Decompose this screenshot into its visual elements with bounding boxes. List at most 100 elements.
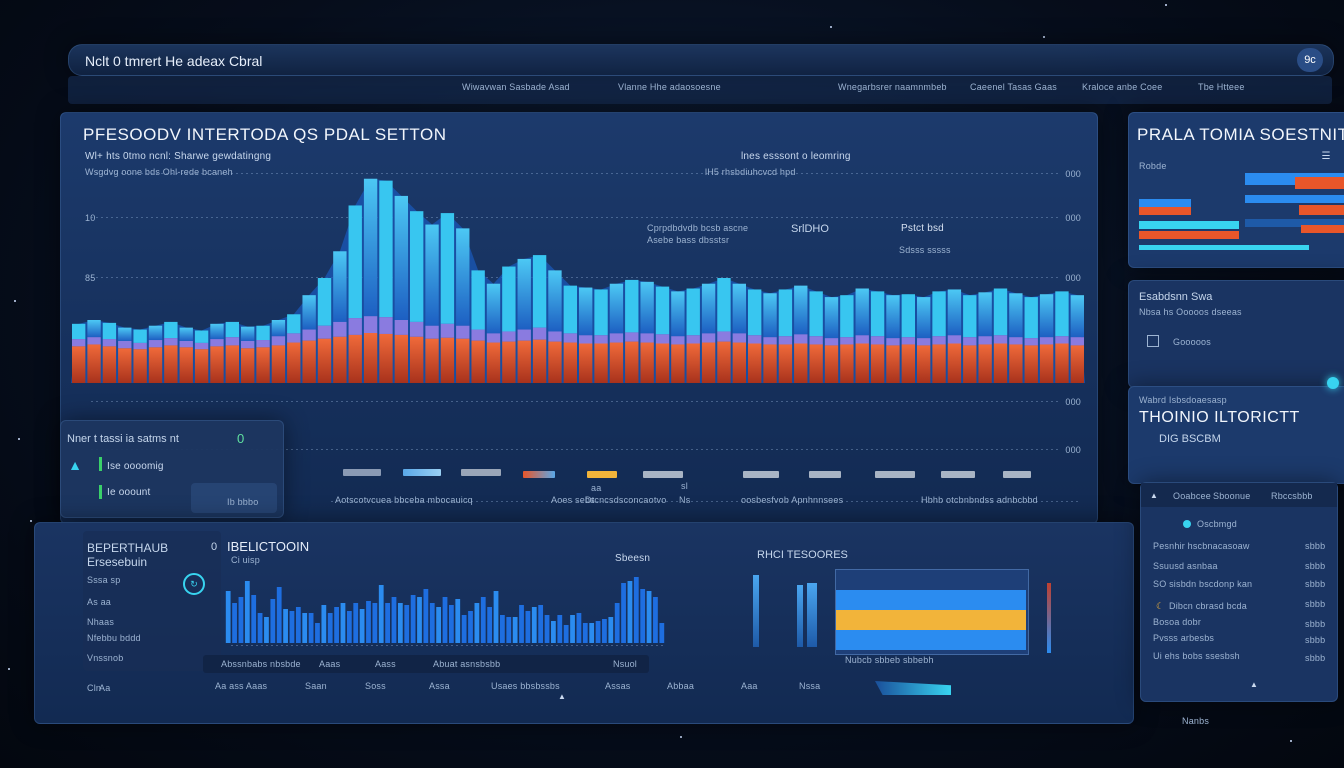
bar-blue[interactable] <box>671 291 685 337</box>
bar-blue[interactable] <box>579 287 593 336</box>
bar[interactable] <box>397 603 403 643</box>
bar[interactable] <box>614 603 620 643</box>
nav-item[interactable]: Kraloce anbe Coee <box>1082 82 1163 92</box>
bar-purple[interactable] <box>1009 337 1023 345</box>
bar-purple[interactable] <box>548 331 562 342</box>
bar-purple[interactable] <box>440 323 455 338</box>
legend-chip[interactable] <box>875 471 915 478</box>
bar-purple[interactable] <box>379 317 393 334</box>
caret-up-icon[interactable]: ▲ <box>1150 490 1158 500</box>
bar-purple[interactable] <box>794 334 808 344</box>
bar-purple[interactable] <box>640 333 654 343</box>
bar[interactable] <box>506 617 512 643</box>
bar[interactable] <box>270 599 276 643</box>
bar-blue[interactable] <box>625 279 639 333</box>
bar-orange[interactable] <box>348 334 362 383</box>
bar-blue[interactable] <box>1070 295 1084 338</box>
bar-blue[interactable] <box>794 285 808 335</box>
bar-orange[interactable] <box>901 344 915 383</box>
bar-orange[interactable] <box>194 349 209 383</box>
bar[interactable] <box>493 591 499 643</box>
bar[interactable] <box>602 619 607 643</box>
bar-blue[interactable] <box>855 288 869 336</box>
bar[interactable] <box>295 607 301 643</box>
bar-orange[interactable] <box>363 333 378 383</box>
bar-blue[interactable] <box>333 251 347 322</box>
bar[interactable] <box>595 621 601 643</box>
bar-orange[interactable] <box>225 345 239 383</box>
list-item[interactable]: SO sisbdn bscdonp kan <box>1153 579 1253 589</box>
bar[interactable] <box>283 609 288 643</box>
bar-orange[interactable] <box>701 342 716 383</box>
bar-orange[interactable] <box>963 345 977 383</box>
bar[interactable] <box>461 615 467 643</box>
bar-purple[interactable] <box>963 337 977 346</box>
bar-blue[interactable] <box>194 330 209 343</box>
bar-purple[interactable] <box>333 321 347 337</box>
bar-blue[interactable] <box>655 286 670 335</box>
bar-purple[interactable] <box>901 337 915 345</box>
bar-orange[interactable] <box>763 344 777 383</box>
bar-orange[interactable] <box>1055 343 1069 384</box>
bar[interactable] <box>308 613 314 643</box>
bar[interactable] <box>544 615 550 643</box>
bar-purple[interactable] <box>824 338 839 346</box>
bar[interactable] <box>608 617 614 643</box>
nav-item[interactable]: Vlanne Hhe adaosoesne <box>618 82 721 92</box>
bar-orange[interactable] <box>1024 345 1038 383</box>
bar-blue[interactable] <box>609 283 624 334</box>
bar-purple[interactable] <box>579 335 593 344</box>
bar-orange[interactable] <box>241 348 255 383</box>
bar[interactable] <box>519 605 524 643</box>
bar-orange[interactable] <box>640 342 654 383</box>
bar-purple[interactable] <box>456 325 470 339</box>
bar-purple[interactable] <box>425 325 439 339</box>
bar-blue[interactable] <box>809 291 823 337</box>
bar-purple[interactable] <box>256 340 270 348</box>
bar[interactable] <box>429 603 435 643</box>
bar-purple[interactable] <box>886 338 900 346</box>
bar-blue[interactable] <box>778 289 793 337</box>
bar-orange[interactable] <box>486 342 501 383</box>
bar-blue[interactable] <box>748 289 762 336</box>
bar-purple[interactable] <box>471 329 485 341</box>
bar-purple[interactable] <box>502 331 516 342</box>
bar-orange[interactable] <box>271 345 286 383</box>
bar-blue[interactable] <box>548 270 562 332</box>
bar[interactable] <box>423 589 429 643</box>
bar-orange[interactable] <box>840 344 854 383</box>
bar-purple[interactable] <box>1055 336 1069 344</box>
bar-blue[interactable] <box>517 258 531 330</box>
bar-blue[interactable] <box>118 327 132 341</box>
bar[interactable] <box>659 623 665 643</box>
bar-purple[interactable] <box>594 335 608 344</box>
bar-orange[interactable] <box>502 341 516 383</box>
bar[interactable] <box>538 605 544 643</box>
bar-purple[interactable] <box>102 339 117 347</box>
bar-blue[interactable] <box>978 292 992 337</box>
bar-orange[interactable] <box>440 337 455 383</box>
bar[interactable] <box>232 603 237 643</box>
bar[interactable] <box>557 615 563 643</box>
bar-purple[interactable] <box>917 338 931 346</box>
bar[interactable] <box>621 583 626 643</box>
bar-blue[interactable] <box>640 281 654 334</box>
bar-purple[interactable] <box>932 336 946 345</box>
bar-orange[interactable] <box>794 343 808 384</box>
bar-blue[interactable] <box>886 295 900 339</box>
bar[interactable] <box>264 617 269 643</box>
bar-orange[interactable] <box>947 343 962 384</box>
bar-orange[interactable] <box>425 338 439 383</box>
bar-purple[interactable] <box>287 333 301 343</box>
bar[interactable] <box>404 605 410 643</box>
nav-item[interactable]: Wiwavwan Sasbade Asad <box>462 82 570 92</box>
bar[interactable] <box>327 613 333 643</box>
bar-purple[interactable] <box>87 337 101 345</box>
bar[interactable] <box>378 585 384 643</box>
legend-item[interactable]: Ie ooount <box>107 487 151 498</box>
bar-purple[interactable] <box>840 337 854 345</box>
bar-blue[interactable] <box>410 211 424 322</box>
nav-item[interactable]: Caeenel Tasas Gaas <box>970 82 1057 92</box>
bar-blue[interactable] <box>317 278 332 326</box>
bar[interactable] <box>385 603 390 643</box>
